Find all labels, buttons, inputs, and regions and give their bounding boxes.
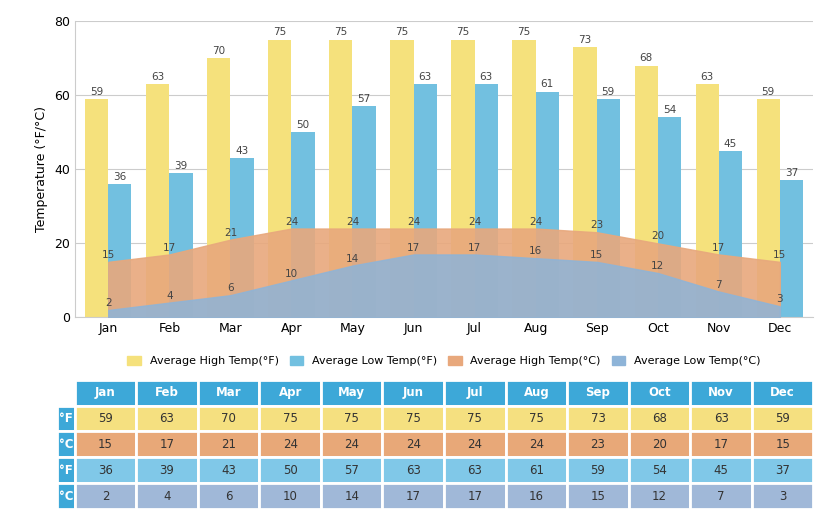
Text: 24: 24 [346, 217, 359, 226]
Bar [169, 173, 193, 317]
Text: 7: 7 [715, 280, 722, 289]
Text: 59: 59 [90, 87, 103, 97]
Bar [231, 158, 254, 317]
Text: 20: 20 [652, 232, 664, 241]
Text: 39: 39 [174, 161, 188, 171]
Bar [475, 84, 498, 317]
Text: 24: 24 [285, 217, 298, 226]
Text: 70: 70 [212, 46, 225, 56]
Text: 61: 61 [540, 79, 554, 89]
Text: 57: 57 [358, 94, 371, 104]
Text: 17: 17 [407, 243, 420, 252]
Text: 59: 59 [762, 87, 775, 97]
Text: 54: 54 [662, 105, 676, 115]
Text: 15: 15 [590, 250, 603, 260]
Text: 75: 75 [334, 28, 348, 38]
Text: 63: 63 [480, 72, 493, 82]
Bar [85, 99, 108, 317]
Text: 43: 43 [236, 146, 249, 156]
Bar [452, 40, 475, 317]
Text: 45: 45 [724, 139, 737, 149]
Text: 24: 24 [468, 217, 481, 226]
Text: 68: 68 [639, 53, 652, 63]
Text: 4: 4 [166, 291, 173, 300]
Text: 37: 37 [785, 168, 798, 178]
Text: 10: 10 [285, 269, 298, 278]
Text: 73: 73 [579, 35, 592, 45]
Bar [634, 66, 657, 317]
Bar [512, 40, 535, 317]
Bar [757, 99, 780, 317]
Bar [574, 47, 597, 317]
Text: 63: 63 [418, 72, 432, 82]
Bar [719, 151, 742, 317]
Text: 12: 12 [651, 261, 664, 271]
Text: 36: 36 [113, 172, 126, 182]
Text: 6: 6 [227, 284, 234, 293]
Bar [780, 180, 803, 317]
Text: 63: 63 [151, 72, 164, 82]
Text: 24: 24 [529, 217, 542, 226]
Text: 23: 23 [590, 221, 603, 230]
Bar [108, 184, 131, 317]
Bar [696, 84, 719, 317]
Text: 16: 16 [529, 247, 542, 256]
Text: 15: 15 [101, 250, 115, 260]
Text: 50: 50 [296, 120, 310, 130]
Legend: Average High Temp(°F), Average Low Temp(°F), Average High Temp(°C), Average Low : Average High Temp(°F), Average Low Temp(… [124, 353, 764, 370]
Text: 15: 15 [774, 250, 787, 260]
Bar [146, 84, 169, 317]
Text: 17: 17 [163, 243, 176, 252]
Text: 21: 21 [224, 228, 237, 238]
Text: 2: 2 [105, 298, 111, 308]
Text: 17: 17 [712, 243, 725, 252]
Y-axis label: Temperature (°F/°C): Temperature (°F/°C) [36, 106, 48, 232]
Bar [657, 117, 681, 317]
Text: 14: 14 [346, 254, 359, 263]
Bar [291, 132, 315, 317]
Text: 3: 3 [777, 295, 784, 304]
Text: 17: 17 [468, 243, 481, 252]
Text: 63: 63 [701, 72, 714, 82]
Bar [268, 40, 291, 317]
Bar [330, 40, 353, 317]
Bar [413, 84, 437, 317]
Text: 59: 59 [602, 87, 615, 97]
Bar [390, 40, 413, 317]
Bar [535, 92, 559, 317]
Bar [208, 58, 231, 317]
Text: 75: 75 [517, 28, 530, 38]
Text: 75: 75 [395, 28, 408, 38]
Bar [353, 106, 376, 317]
Text: 75: 75 [457, 28, 470, 38]
Text: 24: 24 [407, 217, 420, 226]
Bar [597, 99, 620, 317]
Text: 75: 75 [273, 28, 286, 38]
